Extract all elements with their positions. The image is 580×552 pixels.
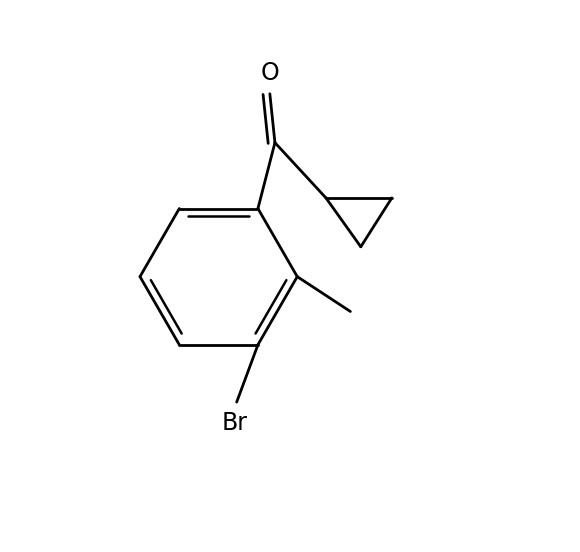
Text: Br: Br — [222, 411, 248, 436]
Text: O: O — [260, 61, 279, 85]
